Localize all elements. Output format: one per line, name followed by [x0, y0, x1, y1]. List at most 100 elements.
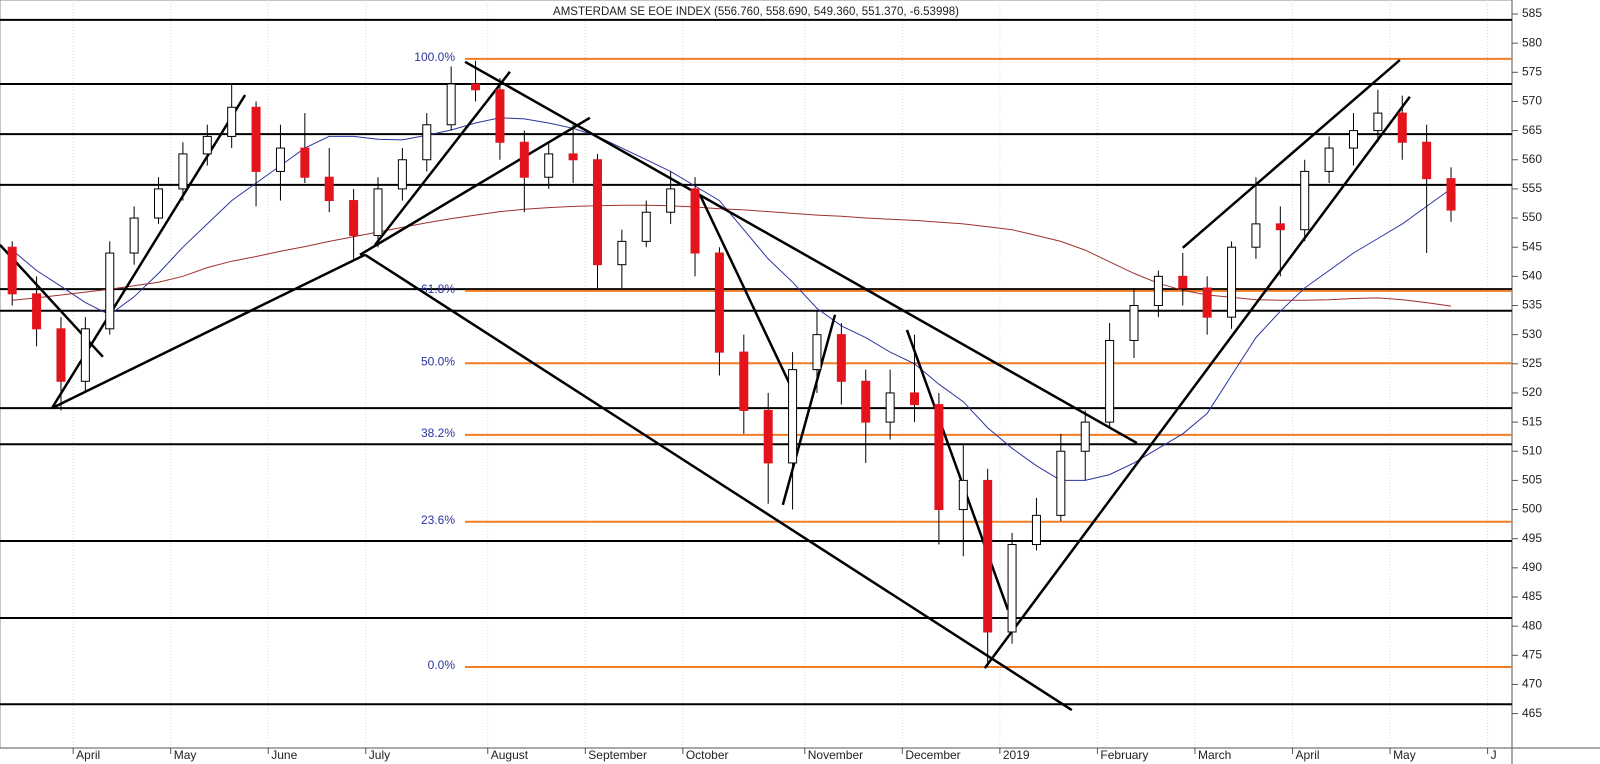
candle-body [983, 479, 993, 633]
candle-body [1129, 304, 1139, 341]
y-tick-label: 475 [1522, 647, 1542, 661]
y-tick-label: 490 [1522, 560, 1542, 574]
candle-body [1397, 112, 1407, 143]
y-tick-label: 465 [1522, 706, 1542, 720]
trendline [983, 96, 1411, 669]
candle-body [910, 392, 920, 406]
y-tick-label: 545 [1522, 239, 1542, 253]
moving-average [11, 117, 1452, 481]
y-tick-label: 575 [1522, 64, 1542, 78]
candle-body [80, 328, 90, 382]
y-tick-label: 515 [1522, 414, 1542, 428]
x-tick-label: May [174, 748, 197, 762]
x-tick-label: May [1393, 748, 1416, 762]
x-tick-label: March [1198, 748, 1231, 762]
candle-body [1324, 147, 1334, 172]
fib-label: 61.8% [421, 282, 455, 296]
fib-label: 50.0% [421, 354, 455, 368]
x-tick-label: December [905, 748, 960, 762]
candle-body [519, 141, 529, 178]
y-tick-label: 505 [1522, 473, 1542, 487]
plot-area [0, 0, 1513, 749]
candle-body [227, 106, 237, 137]
y-tick-label: 570 [1522, 94, 1542, 108]
trendline [1181, 59, 1401, 249]
x-tick-label: November [808, 748, 863, 762]
candle-body [1202, 287, 1212, 318]
fib-label: 23.6% [421, 513, 455, 527]
candle-body [275, 147, 285, 172]
x-tick-label: February [1100, 748, 1148, 762]
fib-label: 100.0% [414, 50, 455, 64]
candle-body [300, 147, 310, 178]
candle-body [446, 83, 456, 126]
candle-body [641, 211, 651, 242]
trendline [51, 253, 366, 410]
candle-body [1056, 450, 1066, 516]
x-tick-label: 2019 [1003, 748, 1030, 762]
candle-body [397, 159, 407, 190]
candle-body [666, 188, 676, 213]
trendline [781, 314, 837, 506]
y-tick-label: 525 [1522, 356, 1542, 370]
candle-body [495, 89, 505, 143]
candle-body [568, 153, 578, 161]
candle-body [1373, 112, 1383, 132]
candle-body [958, 479, 968, 511]
y-tick-label: 520 [1522, 385, 1542, 399]
candle-body [592, 159, 602, 266]
y-tick-label: 530 [1522, 327, 1542, 341]
candle-body [471, 83, 481, 91]
trendline [464, 60, 1138, 445]
candle-body [202, 135, 212, 155]
y-tick-label: 470 [1522, 677, 1542, 691]
candle-body [1227, 246, 1237, 318]
candle-body [836, 334, 846, 382]
candle-body [1422, 141, 1432, 180]
candle-body [373, 188, 383, 237]
candle-body [617, 240, 627, 266]
x-tick-label: April [1296, 748, 1320, 762]
candle-body [861, 380, 871, 423]
candle-body [324, 176, 334, 202]
candle-body [105, 252, 115, 330]
candle-body [1080, 421, 1090, 452]
trendline [698, 194, 797, 396]
candle-body [1275, 223, 1285, 231]
x-tick-label: August [491, 748, 529, 762]
trendline [374, 70, 511, 246]
candle-body [739, 351, 749, 411]
x-tick-label: October [686, 748, 729, 762]
y-tick-label: 485 [1522, 589, 1542, 603]
candle-body [129, 217, 139, 254]
trendline [359, 116, 591, 256]
y-tick-label: 495 [1522, 531, 1542, 545]
candle-body [32, 293, 42, 330]
candle-body [154, 188, 164, 219]
candle-body [422, 124, 432, 161]
x-tick-label: July [369, 748, 390, 762]
fib-label: 38.2% [421, 426, 455, 440]
y-tick-label: 585 [1522, 6, 1542, 20]
candle-body [1300, 170, 1310, 231]
candle-body [7, 246, 17, 295]
candle-body [885, 392, 895, 423]
x-tick-label: September [588, 748, 647, 762]
candle-body [56, 328, 66, 382]
x-tick-label: April [76, 748, 100, 762]
candle-body [1105, 339, 1115, 423]
y-tick-label: 555 [1522, 181, 1542, 195]
candle-body [1031, 514, 1041, 546]
candle-body [1178, 275, 1188, 289]
candle-body [690, 188, 700, 254]
y-tick-label: 510 [1522, 443, 1542, 457]
candle-body [349, 200, 359, 237]
x-tick-label: J [1491, 748, 1497, 762]
candle-body [1446, 178, 1456, 211]
candle-body [544, 153, 554, 178]
trendline [364, 253, 1073, 712]
y-tick-label: 550 [1522, 210, 1542, 224]
y-tick-label: 540 [1522, 269, 1542, 283]
candle-body [1007, 544, 1017, 633]
